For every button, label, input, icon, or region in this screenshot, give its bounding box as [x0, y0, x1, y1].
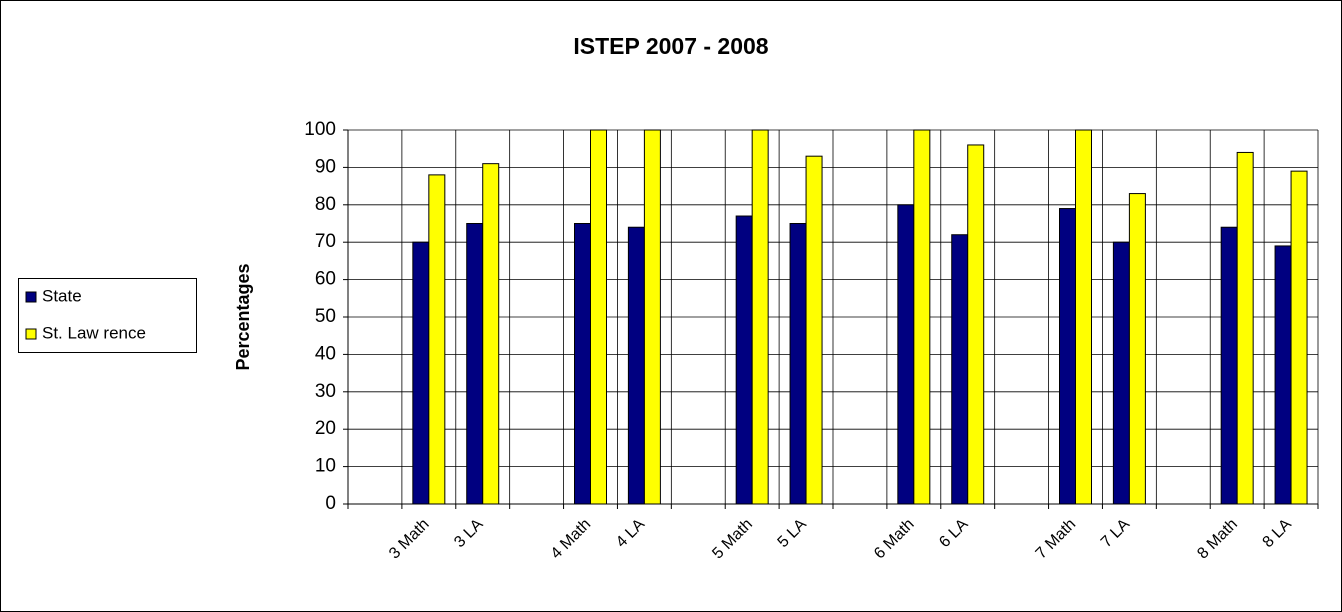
bar [913, 129, 931, 505]
bar [897, 204, 915, 505]
bar [590, 129, 607, 505]
y-tick-label: 90 [315, 156, 336, 177]
bar [1128, 193, 1146, 505]
bar [1236, 151, 1254, 505]
bar [751, 129, 769, 505]
bar [789, 223, 807, 505]
bar [466, 223, 484, 505]
legend-swatch [25, 291, 37, 303]
bar [1290, 170, 1308, 505]
bar [627, 226, 645, 505]
y-tick-label: 80 [315, 194, 336, 215]
y-tick-label: 40 [315, 343, 336, 364]
bar [1112, 241, 1130, 505]
y-tick-label: 0 [325, 493, 336, 514]
bar [1274, 245, 1292, 505]
y-tick-label: 70 [315, 231, 336, 252]
legend-label: St. Law rence [42, 323, 146, 342]
legend-box [18, 278, 197, 353]
y-tick-label: 20 [315, 418, 336, 439]
bar [643, 129, 661, 505]
bar [1075, 129, 1092, 505]
y-tick-label: 50 [315, 306, 336, 327]
bar [482, 163, 500, 505]
bar [735, 215, 753, 505]
bar [1220, 226, 1238, 505]
chart-title: ISTEP 2007 - 2008 [573, 33, 768, 59]
legend-swatch [25, 328, 37, 340]
y-tick-label: 10 [315, 456, 336, 477]
y-tick-label: 60 [315, 269, 336, 290]
bar [1059, 208, 1076, 505]
bar [574, 223, 591, 505]
legend-label: State [42, 286, 82, 305]
y-tick-label: 100 [304, 119, 336, 140]
y-tick-label: 30 [315, 381, 336, 402]
y-axis-label: Percentages [233, 263, 253, 370]
bar [967, 144, 985, 505]
bar [428, 174, 446, 505]
bar [951, 234, 969, 505]
bar [412, 241, 430, 505]
bar [805, 155, 823, 505]
